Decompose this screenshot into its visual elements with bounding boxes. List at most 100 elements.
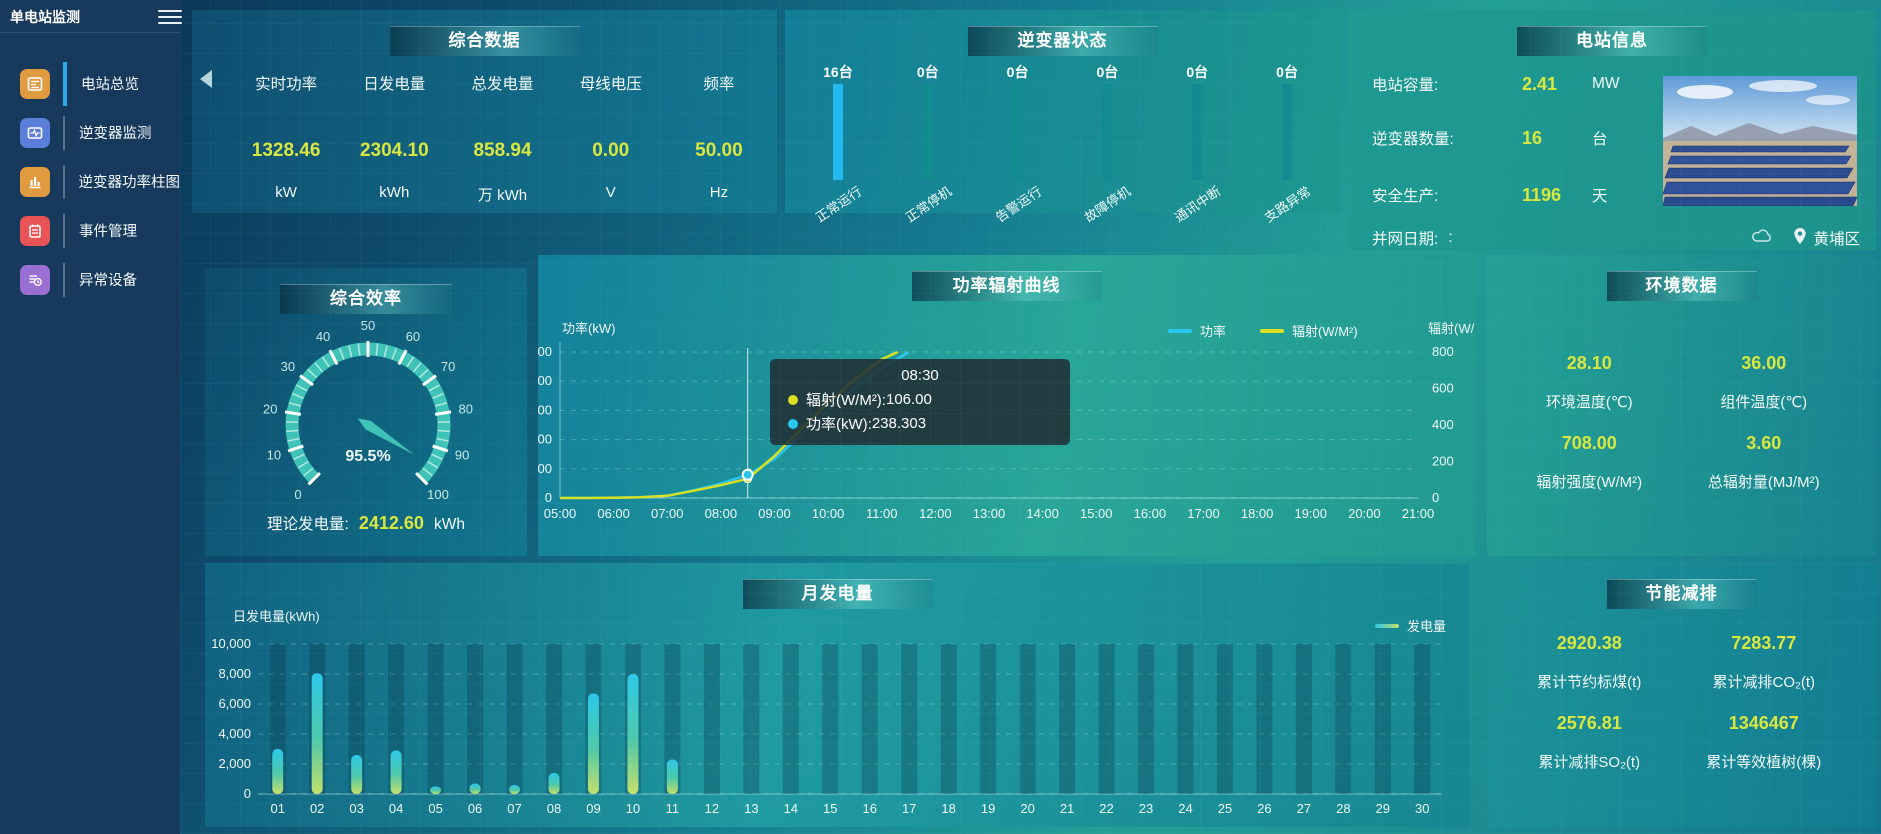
panel-title-summary: 综合数据 (389, 26, 580, 56)
sidebar-item-station-overview[interactable]: 电站总览 (0, 59, 180, 108)
inverter-status-bars: 16台 正常运行 0台 正常停机 0台 告警运行 0台 故障停机 0台 (793, 10, 1332, 225)
station-row-value: : (1448, 229, 1453, 246)
panel-title-monthly: 月发电量 (742, 579, 933, 609)
station-row-label: 电站容量: (1372, 77, 1439, 94)
metric-label: 日发电量 (363, 76, 426, 93)
panel-efficiency: 综合效率 0 10 20 30 40 50 60 70 80 90 100 95.5% 理论发电量:… (205, 268, 527, 556)
svg-text:15:00: 15:00 (1080, 506, 1113, 521)
sidebar-item-label: 逆变器功率柱图 (78, 175, 181, 191)
metric-value: 2304.10 (359, 140, 429, 161)
metric-bus-voltage: 母线电压 0.00 V (557, 10, 665, 213)
svg-text:800: 800 (1432, 344, 1454, 359)
power-radiation-chart[interactable]: 0 300 600 900 1,200 1,500 0 200 400 600 800 05:00 06… (538, 255, 1475, 556)
env-module-temp-value: 36.00 (1741, 353, 1787, 373)
svg-text:2,000: 2,000 (218, 756, 251, 771)
svg-text:19: 19 (981, 801, 995, 816)
status-alarm-run: 0台 告警运行 (973, 10, 1063, 225)
env-ambient-temp-label: 环境温度(℃) (1545, 394, 1633, 411)
weather-cloud-icon (1751, 228, 1775, 249)
metric-daily-generation: 日发电量 2304.10 kWh (340, 10, 448, 213)
svg-text:13: 13 (744, 801, 758, 816)
item-separator (63, 262, 65, 297)
metric-label: 频率 (703, 76, 735, 93)
svg-text:18: 18 (941, 801, 955, 816)
svg-text:11: 11 (666, 801, 680, 816)
status-count: 0台 (916, 64, 939, 80)
status-label: 支路异常 (1261, 183, 1314, 226)
hamburger-menu-icon[interactable] (158, 6, 182, 26)
svg-text:8,000: 8,000 (218, 666, 251, 681)
metric-unit: 万 kWh (477, 187, 528, 204)
legend-label: 发电量 (1407, 619, 1447, 634)
sidebar-header: 单电站监测 (0, 0, 182, 33)
env-total-radiation-label: 总辐射量(MJ/M²) (1707, 474, 1820, 491)
sidebar-collapse-arrow-icon[interactable] (200, 70, 212, 88)
status-label: 正常停机 (902, 183, 955, 226)
svg-text:70: 70 (441, 359, 455, 374)
saving-coal-label: 累计节约标煤(t) (1537, 674, 1642, 691)
svg-text:24: 24 (1178, 801, 1192, 816)
legend-power[interactable]: 功率 (1168, 321, 1226, 340)
svg-text:600: 600 (1432, 381, 1454, 396)
panel-title-inverter-status: 逆变器状态 (967, 26, 1158, 56)
tooltip-value: 106.00 (885, 391, 932, 408)
legend-radiation[interactable]: 辐射(W/M²) (1260, 321, 1358, 340)
svg-text:08: 08 (547, 801, 561, 816)
station-row-value: 1196 (1522, 184, 1562, 205)
panel-inverter-status: 逆变器状态 16台 正常运行 0台 正常停机 0台 告警运行 0台 故障停机 (785, 10, 1340, 225)
svg-text:29: 29 (1376, 801, 1390, 816)
sidebar-item-abnormal-device[interactable]: 异常设备 (0, 255, 180, 304)
theory-generation-row: 理论发电量: 2412.60 kWh (205, 512, 527, 534)
svg-text:28: 28 (1336, 801, 1350, 816)
power-dot-icon (788, 418, 798, 429)
svg-text:06:00: 06:00 (597, 506, 630, 521)
svg-text:10,000: 10,000 (211, 636, 251, 651)
svg-text:27: 27 (1297, 801, 1311, 816)
svg-text:05: 05 (428, 801, 442, 816)
legend-power-dash (1168, 328, 1192, 333)
svg-text:14:00: 14:00 (1026, 506, 1059, 521)
svg-text:06: 06 (468, 801, 482, 816)
svg-text:23: 23 (1139, 801, 1153, 816)
svg-text:20: 20 (1020, 801, 1034, 816)
status-label: 通讯中断 (1172, 183, 1224, 226)
radiation-dot-icon (788, 394, 798, 405)
svg-text:12:00: 12:00 (919, 506, 952, 521)
env-ambient-temp-value: 28.10 (1566, 353, 1612, 373)
svg-text:900: 900 (538, 402, 552, 417)
theory-unit: kWh (433, 516, 465, 533)
svg-text:30: 30 (281, 359, 295, 374)
svg-text:21:00: 21:00 (1402, 506, 1435, 521)
gauge-value: 95.5% (345, 448, 391, 465)
legend-generation[interactable]: 发电量 (1375, 616, 1446, 635)
active-indicator (63, 61, 67, 106)
svg-text:80: 80 (459, 402, 473, 417)
svg-text:16: 16 (862, 801, 876, 816)
sidebar-item-inverter-monitor[interactable]: 逆变器监测 (0, 108, 180, 157)
tooltip-radiation-row: 辐射(W/M²): 106.00 (788, 389, 1070, 410)
status-count: 0台 (1096, 64, 1119, 80)
svg-text:08:00: 08:00 (705, 506, 738, 521)
chart-tooltip: 08:30 辐射(W/M²): 106.00 功率(kW): 238.303 (770, 359, 1070, 445)
status-fault-stop: 0台 故障停机 (1062, 10, 1152, 225)
metric-value: 0.00 (592, 140, 630, 161)
inverter-monitor-icon (20, 117, 50, 148)
metric-unit: kWh (379, 184, 410, 201)
sidebar-item-event-management[interactable]: 事件管理 (0, 206, 180, 255)
svg-text:22: 22 (1099, 801, 1113, 816)
metric-frequency: 频率 50.00 Hz (665, 10, 773, 213)
legend-label: 辐射(W/M²) (1292, 324, 1358, 339)
monthly-bar-chart[interactable]: 0 2,000 4,000 6,000 8,000 10,000 日发电量(kWh) 01 02… (205, 563, 1470, 827)
svg-text:10:00: 10:00 (812, 506, 845, 521)
station-row-value: 16 (1522, 127, 1543, 148)
status-bar (1282, 84, 1293, 180)
svg-text:0: 0 (294, 487, 301, 502)
station-photo (1662, 76, 1858, 207)
saving-trees-label: 累计等效植树(棵) (1706, 754, 1822, 771)
panel-summary: 综合数据 实时功率 1328.46 kW 日发电量 2304.10 kWh 总发… (192, 10, 777, 213)
tooltip-time: 08:30 (901, 367, 939, 384)
status-label: 故障停机 (1082, 183, 1134, 226)
svg-text:26: 26 (1257, 801, 1271, 816)
item-separator (63, 115, 65, 150)
sidebar-item-inverter-power-bars[interactable]: 逆变器功率柱图 (0, 157, 180, 206)
